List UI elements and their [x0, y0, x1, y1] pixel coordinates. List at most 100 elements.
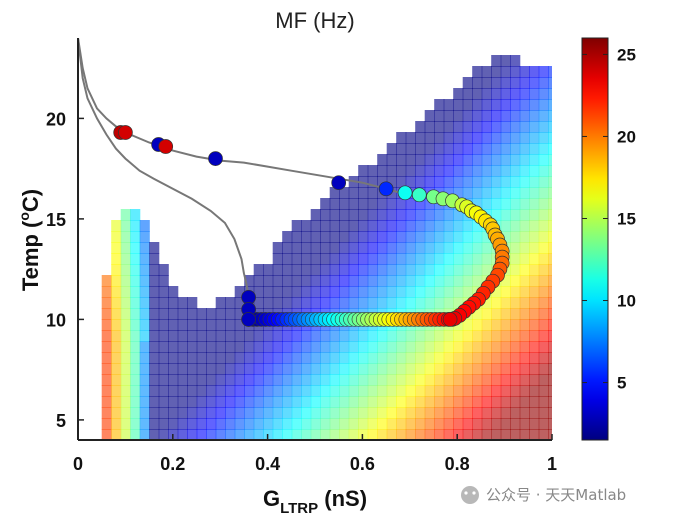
- heatmap-cell: [386, 429, 397, 440]
- heatmap-cell: [339, 187, 350, 199]
- heatmap-cell: [291, 363, 302, 375]
- heatmap-cell: [529, 99, 540, 111]
- heatmap-cell: [253, 275, 264, 287]
- heatmap-cell: [177, 341, 188, 353]
- heatmap-cell: [548, 154, 552, 166]
- heatmap-cell: [529, 121, 540, 133]
- heatmap-cell: [443, 242, 454, 254]
- heatmap-cell: [386, 275, 397, 287]
- heatmap-cell: [339, 330, 350, 342]
- heatmap-cell: [443, 330, 454, 342]
- heatmap-cell: [367, 341, 378, 353]
- heatmap-cell: [405, 220, 416, 232]
- heatmap-cell: [253, 341, 264, 353]
- x-axis-label: GLTRP (nS): [263, 486, 367, 517]
- heatmap-cell: [424, 231, 435, 243]
- heatmap-cell: [386, 176, 397, 188]
- heatmap-cell: [510, 165, 521, 177]
- heatmap-cell: [111, 385, 122, 397]
- heatmap-cell: [215, 352, 226, 364]
- heatmap-cell: [500, 176, 511, 188]
- heatmap-cell: [206, 407, 217, 419]
- heatmap-cell: [481, 187, 492, 199]
- heatmap-cell: [168, 374, 179, 386]
- heatmap-cell: [510, 88, 521, 100]
- y-tick-label: 10: [46, 310, 66, 330]
- heatmap-cell: [529, 319, 540, 331]
- heatmap-cell: [310, 341, 321, 353]
- heatmap-cell: [196, 396, 207, 408]
- wechat-icon: [461, 486, 479, 504]
- heatmap-cell: [386, 253, 397, 265]
- heatmap-cell: [272, 352, 283, 364]
- heatmap-cell: [301, 286, 312, 298]
- heatmap-cell: [415, 407, 426, 419]
- heatmap-cell: [225, 429, 236, 440]
- heatmap-cell: [329, 396, 340, 408]
- heatmap-cell: [130, 242, 141, 254]
- heatmap-cell: [149, 275, 160, 287]
- chart-title: MF (Hz): [275, 8, 354, 33]
- heatmap-cell: [168, 418, 179, 430]
- heatmap-cell: [130, 220, 141, 232]
- heatmap-cell: [510, 99, 521, 111]
- heatmap-cell: [329, 198, 340, 210]
- heatmap-cell: [291, 330, 302, 342]
- heatmap-cell: [434, 132, 445, 144]
- heatmap-cell: [101, 319, 112, 331]
- heatmap-cell: [291, 264, 302, 276]
- heatmap-cell: [491, 165, 502, 177]
- heatmap-cell: [500, 374, 511, 386]
- heatmap-cell: [405, 396, 416, 408]
- heatmap-cell: [348, 242, 359, 254]
- heatmap-cell: [405, 242, 416, 254]
- marker-layer: [113, 125, 510, 327]
- y-tick-label: 5: [56, 411, 66, 431]
- heatmap-cell: [225, 330, 236, 342]
- heatmap-cell: [310, 231, 321, 243]
- heatmap-cell: [538, 99, 549, 111]
- heatmap-cell: [367, 242, 378, 254]
- heatmap-cell: [111, 220, 122, 232]
- heatmap-cell: [263, 341, 274, 353]
- heatmap-cell: [434, 429, 445, 440]
- heatmap-cell: [424, 429, 435, 440]
- heatmap-cell: [120, 374, 131, 386]
- heatmap-cell: [510, 330, 521, 342]
- heatmap-cell: [548, 209, 552, 221]
- heatmap-cell: [215, 363, 226, 375]
- heatmap-cell: [415, 165, 426, 177]
- heatmap-cell: [548, 297, 552, 309]
- heatmap-cell: [377, 165, 388, 177]
- heatmap-cell: [177, 429, 188, 440]
- heatmap-cell: [538, 396, 549, 408]
- heatmap-cell: [481, 407, 492, 419]
- heatmap-cell: [453, 121, 464, 133]
- heatmap-cell: [329, 242, 340, 254]
- heatmap-cell: [415, 429, 426, 440]
- heatmap-cell: [529, 429, 540, 440]
- heatmap-cell: [396, 385, 407, 397]
- heatmap-cell: [130, 374, 141, 386]
- heatmap-cell: [358, 330, 369, 342]
- heatmap-cell: [367, 385, 378, 397]
- y-tick-label: 20: [46, 109, 66, 129]
- heatmap-cell: [329, 352, 340, 364]
- heatmap-cell: [244, 330, 255, 342]
- heatmap-cell: [225, 297, 236, 309]
- heatmap-cell: [548, 418, 552, 430]
- heatmap-cell: [130, 286, 141, 298]
- heatmap-cell: [168, 363, 179, 375]
- heatmap-cell: [396, 330, 407, 342]
- heatmap-cell: [234, 418, 245, 430]
- heatmap-cell: [472, 88, 483, 100]
- heatmap-cell: [443, 132, 454, 144]
- heatmap-cell: [187, 363, 198, 375]
- heatmap-cell: [396, 429, 407, 440]
- heatmap-cell: [263, 275, 274, 287]
- heatmap-cell: [358, 209, 369, 221]
- heatmap-cell: [367, 363, 378, 375]
- heatmap-cell: [244, 352, 255, 364]
- heatmap-cell: [329, 385, 340, 397]
- heatmap-cell: [481, 363, 492, 375]
